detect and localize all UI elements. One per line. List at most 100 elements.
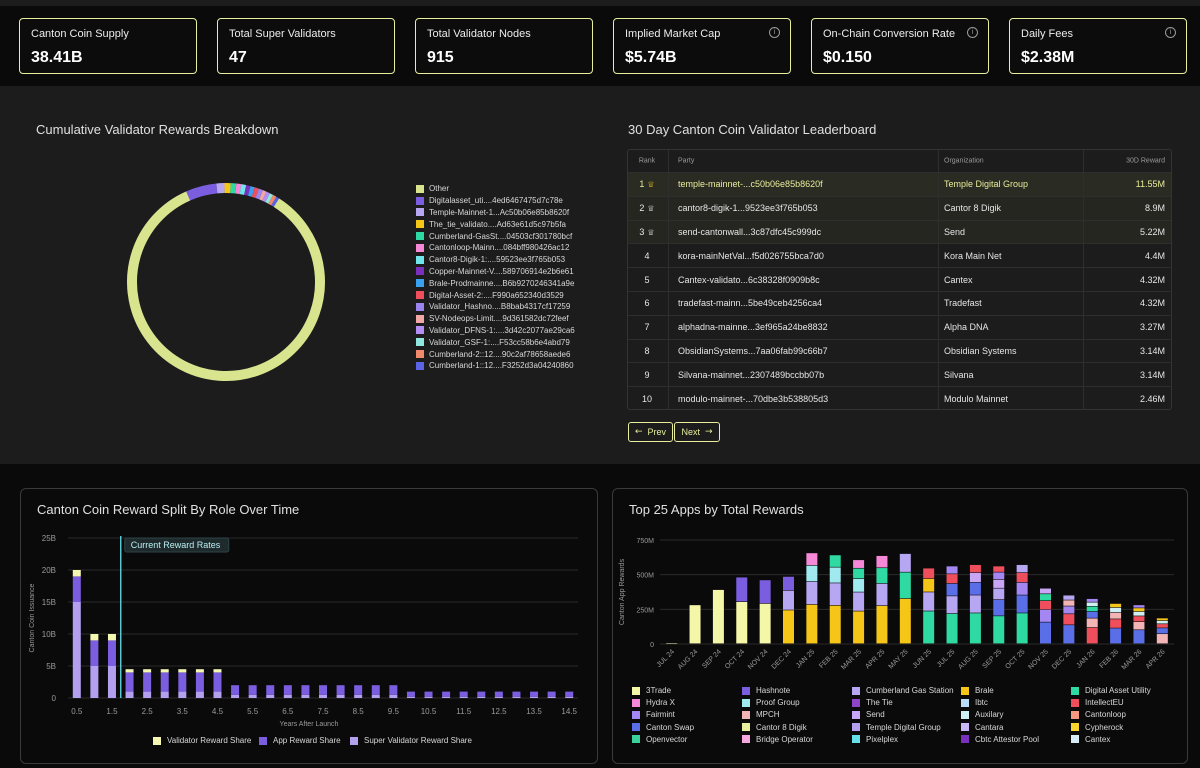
bar-segment[interactable] [969, 595, 981, 613]
donut-slice[interactable] [265, 193, 274, 204]
bar-segment[interactable] [946, 613, 958, 644]
bar-segment[interactable] [829, 567, 841, 583]
bar-segment[interactable] [923, 568, 935, 579]
bar-segment[interactable] [1063, 625, 1075, 644]
bar-segment[interactable] [319, 694, 327, 698]
bar-segment[interactable] [125, 691, 134, 698]
bar-segment[interactable] [107, 634, 116, 641]
bar-segment[interactable] [1133, 608, 1145, 612]
bar-segment[interactable] [1133, 605, 1145, 608]
donut-slice[interactable] [127, 191, 325, 381]
bar-segment[interactable] [1086, 611, 1098, 618]
bar-segment[interactable] [90, 640, 99, 666]
bar-segment[interactable] [283, 694, 292, 698]
bar-segment[interactable] [406, 691, 415, 697]
bar-segment[interactable] [1063, 614, 1075, 625]
bar-segment[interactable] [923, 592, 935, 611]
bar-segment[interactable] [371, 694, 380, 698]
bar-segment[interactable] [336, 694, 345, 698]
bar-segment[interactable] [993, 572, 1005, 580]
bar-segment[interactable] [195, 691, 204, 698]
bar-segment[interactable] [178, 691, 187, 698]
bar-segment[interactable] [160, 669, 169, 673]
bar-segment[interactable] [993, 616, 1005, 644]
bar-segment[interactable] [1110, 619, 1122, 628]
bar-segment[interactable] [1133, 611, 1145, 616]
bar-segment[interactable] [512, 691, 521, 697]
bar-segment[interactable] [806, 581, 818, 605]
bar-segment[interactable] [354, 685, 363, 695]
info-icon[interactable]: i [967, 27, 978, 38]
bar-segment[interactable] [969, 613, 981, 644]
bar-segment[interactable] [993, 566, 1005, 572]
bar-segment[interactable] [1156, 624, 1168, 628]
bar-segment[interactable] [736, 601, 748, 644]
bar-segment[interactable] [876, 555, 888, 568]
bar-segment[interactable] [459, 696, 468, 698]
next-button[interactable]: Next → [674, 422, 720, 442]
table-row[interactable]: 2 ♕ cantor8-digik-1...9523ee3f765b053 Canto… [628, 195, 1171, 220]
bar-segment[interactable] [389, 694, 398, 698]
bar-segment[interactable] [1086, 602, 1098, 607]
bar-segment[interactable] [876, 583, 888, 606]
bar-segment[interactable] [853, 568, 865, 579]
bar-segment[interactable] [231, 685, 240, 695]
bar-segment[interactable] [530, 691, 539, 697]
bar-segment[interactable] [494, 696, 503, 698]
bar-segment[interactable] [72, 570, 81, 577]
bar-segment[interactable] [829, 555, 841, 567]
bar-segment[interactable] [829, 605, 841, 644]
bar-segment[interactable] [442, 691, 451, 697]
bar-segment[interactable] [195, 672, 204, 692]
bar-segment[interactable] [993, 588, 1005, 600]
bar-segment[interactable] [876, 605, 888, 644]
bar-segment[interactable] [301, 685, 310, 695]
bar-segment[interactable] [565, 691, 574, 697]
bar-segment[interactable] [689, 605, 701, 644]
donut-slice[interactable] [259, 190, 267, 201]
donut-slice[interactable] [255, 188, 263, 200]
bar-segment[interactable] [90, 634, 99, 641]
bar-segment[interactable] [969, 572, 981, 583]
bar-segment[interactable] [969, 582, 981, 595]
bar-segment[interactable] [1016, 572, 1028, 583]
info-icon[interactable]: i [1165, 27, 1176, 38]
bar-segment[interactable] [1040, 594, 1051, 601]
bar-segment[interactable] [759, 603, 771, 644]
bar-segment[interactable] [143, 672, 152, 692]
donut-slice[interactable] [244, 185, 251, 196]
bar-segment[interactable] [213, 672, 222, 692]
bar-segment[interactable] [195, 669, 204, 673]
bar-segment[interactable] [853, 611, 865, 644]
bar-segment[interactable] [143, 691, 152, 698]
bar-segment[interactable] [1110, 628, 1122, 644]
bar-segment[interactable] [143, 669, 152, 673]
bar-segment[interactable] [459, 691, 468, 697]
bar-segment[interactable] [969, 564, 981, 573]
donut-slice[interactable] [262, 191, 270, 203]
bar-segment[interactable] [899, 598, 911, 644]
bar-segment[interactable] [783, 576, 794, 591]
bar-segment[interactable] [1016, 582, 1028, 595]
bar-segment[interactable] [923, 611, 935, 644]
bar-segment[interactable] [354, 694, 363, 698]
bar-segment[interactable] [107, 666, 116, 698]
bar-segment[interactable] [783, 590, 794, 610]
table-row[interactable]: 4 kora-mainNetVal...f5d026755bca7d0 Kora M… [628, 243, 1171, 267]
bar-segment[interactable] [389, 685, 398, 695]
bar-segment[interactable] [1063, 606, 1075, 614]
info-icon[interactable]: i [769, 27, 780, 38]
bar-segment[interactable] [736, 577, 748, 602]
donut-slice[interactable] [247, 186, 255, 197]
table-row[interactable]: 3 ♕ send-cantonwall...3c87dfc45c999dc Send 5… [628, 219, 1171, 244]
bar-segment[interactable] [1133, 621, 1145, 630]
bar-segment[interactable] [442, 696, 451, 698]
bar-segment[interactable] [547, 691, 556, 697]
bar-segment[interactable] [547, 696, 556, 698]
bar-segment[interactable] [72, 576, 81, 602]
bar-segment[interactable] [213, 691, 222, 698]
bar-segment[interactable] [853, 592, 865, 611]
bar-segment[interactable] [1156, 618, 1168, 621]
bar-segment[interactable] [477, 691, 486, 697]
table-row[interactable]: 5 Cantex-validato...6c38328f0909b8c Cantex… [628, 267, 1171, 291]
